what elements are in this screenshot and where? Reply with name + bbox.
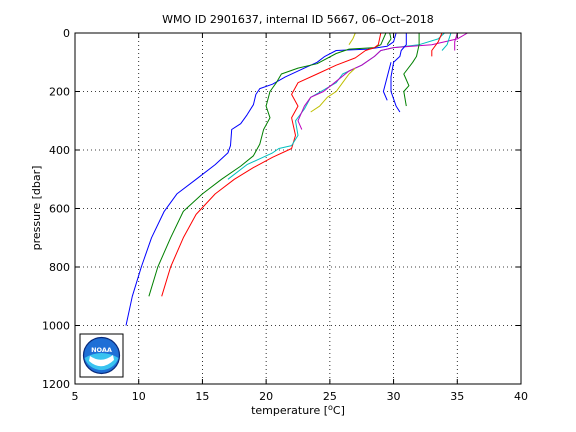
series-line-10 (454, 32, 458, 51)
y-tick-label: 600 (49, 203, 70, 216)
x-axis-label-unit: C] (333, 404, 345, 417)
series-line-9 (431, 32, 443, 57)
x-tick-label: 25 (323, 390, 337, 403)
series-line-13 (386, 32, 392, 45)
series-line-6 (310, 67, 356, 113)
x-axis-label-main: temperature [ (251, 404, 328, 417)
x-tick-label: 40 (514, 390, 528, 403)
x-tick-label: 20 (259, 390, 273, 403)
series-group (125, 32, 468, 326)
series-line-12 (382, 62, 392, 101)
axes-background (75, 33, 521, 384)
series-line-11 (348, 32, 356, 45)
chart-title: WMO ID 2901637, internal ID 5667, 06–Oct… (162, 13, 434, 26)
series-line-8 (403, 33, 420, 107)
x-axis-label: temperature [oC] (251, 403, 345, 417)
x-tick-label: 35 (450, 390, 464, 403)
x-tick-label: 15 (195, 390, 209, 403)
noaa-logo: NOAA (79, 333, 124, 378)
grid (75, 33, 521, 384)
y-tick-label: 200 (49, 86, 70, 99)
x-tick-label: 5 (72, 390, 79, 403)
y-tick-label: 0 (63, 27, 70, 40)
y-tick-label: 1000 (42, 320, 70, 333)
x-tick-label: 10 (132, 390, 146, 403)
y-tick-label: 800 (49, 261, 70, 274)
series-line-14 (441, 32, 452, 51)
series-line-2 (148, 32, 387, 297)
series-line-3 (161, 32, 382, 297)
y-tick-label: 1200 (42, 378, 70, 391)
noaa-logo-text: NOAA (91, 346, 112, 354)
x-tick-label: 30 (387, 390, 401, 403)
x-axis-label-degree: o (328, 403, 333, 412)
y-axis-label: pressure [dbar] (30, 166, 43, 251)
series-line-5 (297, 32, 468, 130)
series-line-1 (125, 32, 397, 326)
y-tick-label: 400 (49, 144, 70, 157)
series-line-7 (390, 33, 407, 113)
